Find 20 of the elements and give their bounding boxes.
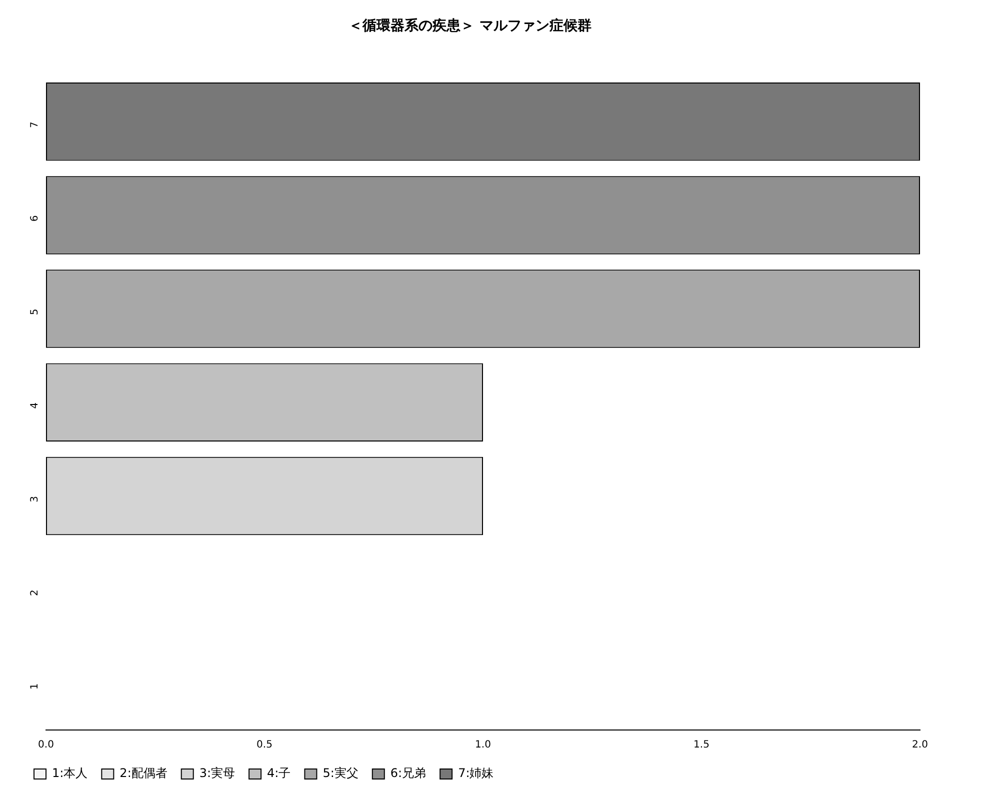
legend-label: 4:子 <box>267 766 291 780</box>
x-tick-label: 1.5 <box>694 740 710 751</box>
x-tick-label: 0.5 <box>256 740 272 751</box>
y-tick-label: 6 <box>30 215 41 222</box>
legend-label: 6:兄弟 <box>390 766 426 780</box>
legend-label: 5:実父 <box>322 766 358 780</box>
legend-label: 3:実母 <box>199 766 236 780</box>
y-tick-label: 2 <box>30 590 41 596</box>
legend-label: 7:姉妹 <box>458 766 494 780</box>
y-tick-label: 5 <box>30 308 41 316</box>
y-tick-label: 7 <box>30 122 41 128</box>
y-tick-label: 4 <box>30 402 41 409</box>
x-tick-label: 2.0 <box>912 740 928 751</box>
chart-title: ＜循環器系の疾患＞ マルファン症候群 <box>348 17 592 34</box>
y-tick-label: 3 <box>30 496 41 502</box>
x-tick-label: 0.0 <box>38 740 54 751</box>
legend-label: 2:配偶者 <box>120 766 168 780</box>
legend-label: 1:本人 <box>52 766 88 780</box>
x-tick-label: 1.0 <box>475 740 491 751</box>
y-tick-label: 1 <box>30 683 41 690</box>
